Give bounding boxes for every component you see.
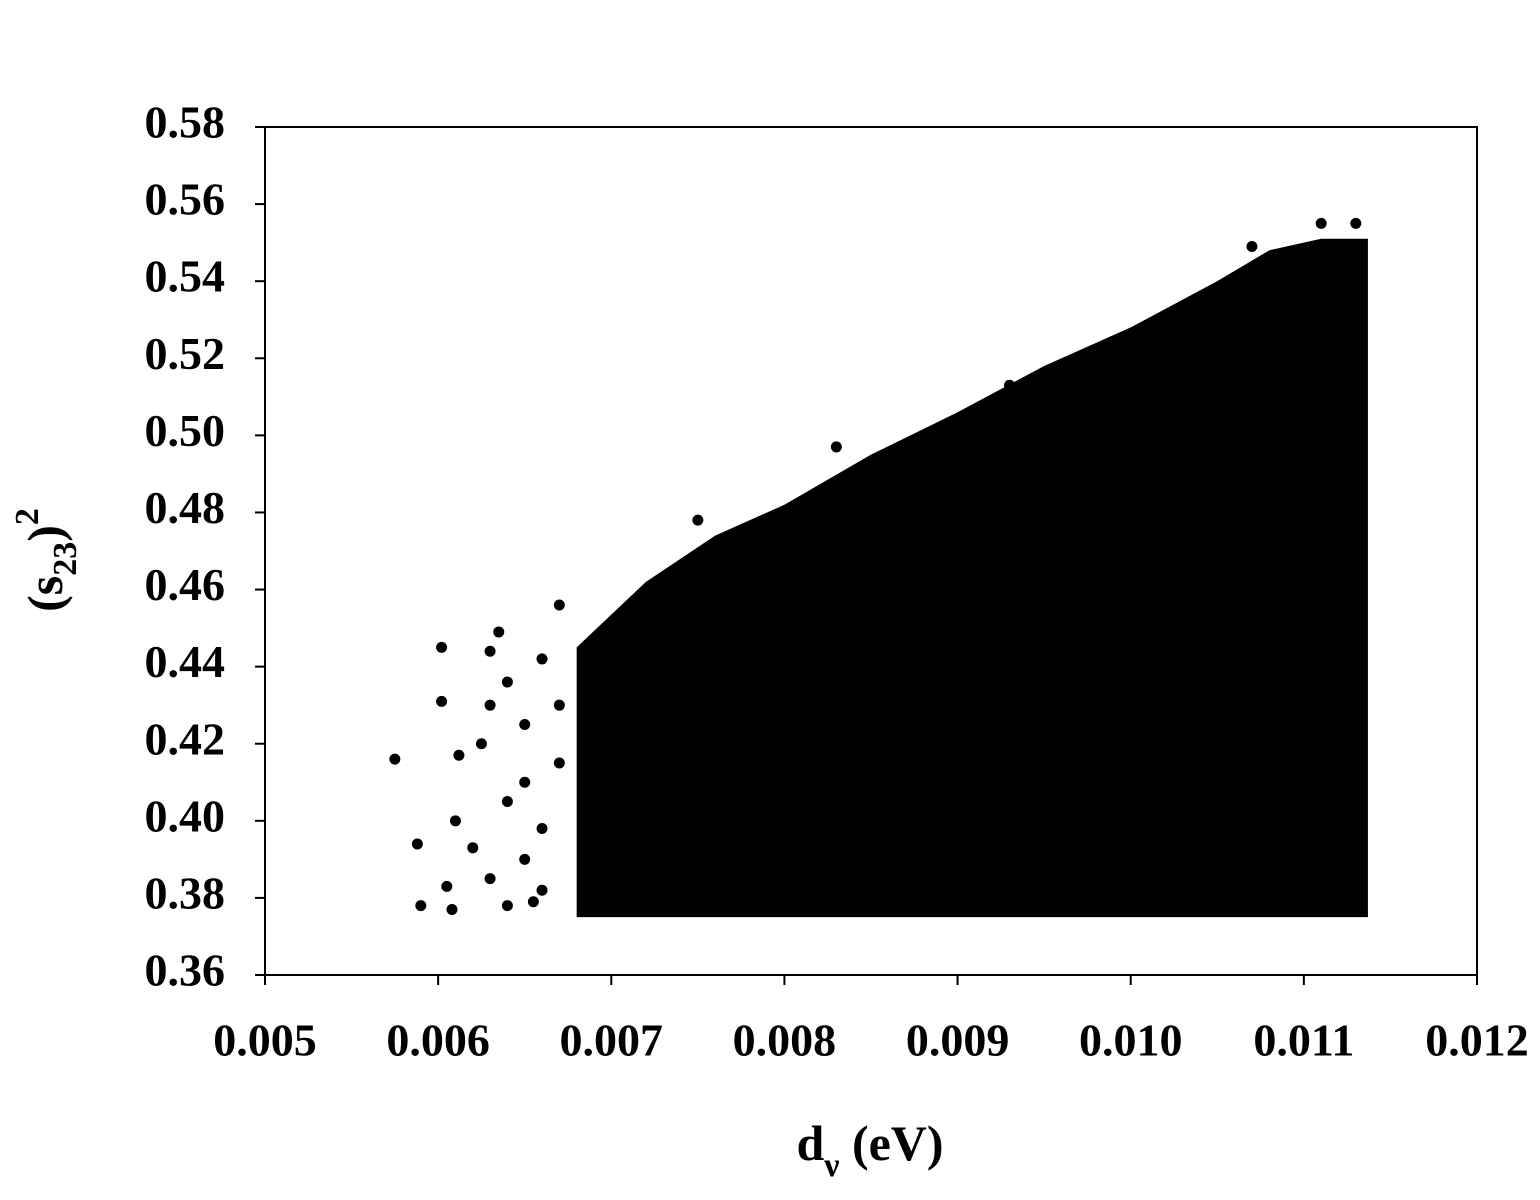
point [484, 873, 496, 885]
y-label-sub: 23 [47, 542, 84, 576]
point [475, 738, 487, 750]
x-tick-label: 0.005 [213, 1015, 317, 1066]
point [501, 796, 513, 808]
point [536, 884, 548, 896]
point [467, 842, 479, 854]
y-label-sup: 2 [9, 508, 46, 525]
point [415, 900, 427, 912]
point [519, 853, 531, 865]
x-tick-label: 0.008 [733, 1015, 837, 1066]
point [501, 676, 513, 688]
x-tick-label: 0.012 [1425, 1015, 1529, 1066]
y-tick-label: 0.40 [145, 790, 226, 841]
x-label-unit: (eV) [839, 1115, 943, 1171]
point [692, 514, 704, 526]
point [536, 653, 548, 665]
y-tick-label: 0.58 [145, 97, 226, 148]
point [1315, 217, 1327, 229]
point [553, 699, 565, 711]
point [389, 753, 401, 765]
point [536, 823, 548, 835]
point [411, 838, 423, 850]
y-label-main: (s [17, 576, 73, 612]
y-tick-label: 0.36 [145, 945, 226, 996]
y-tick-label: 0.48 [145, 482, 226, 533]
y-tick-label: 0.56 [145, 174, 226, 225]
point [527, 896, 539, 908]
y-axis-label: (s23)2 [9, 508, 84, 612]
y-tick-label: 0.46 [145, 559, 226, 610]
y-tick-label: 0.50 [145, 405, 226, 456]
point [446, 903, 458, 915]
x-tick-label: 0.011 [1253, 1015, 1354, 1066]
point [436, 641, 448, 653]
x-label-sub: ν [823, 1147, 839, 1184]
point [501, 900, 513, 912]
point [441, 880, 453, 892]
point [553, 599, 565, 611]
x-label-main: d [796, 1115, 824, 1171]
point [519, 776, 531, 788]
y-tick-label: 0.42 [145, 713, 226, 764]
y-tick-label: 0.52 [145, 328, 226, 379]
point [449, 815, 461, 827]
dense-region [576, 238, 1368, 918]
plot-frame [264, 126, 1478, 976]
point [1246, 240, 1258, 252]
x-axis-label: dν (eV) [796, 1115, 943, 1184]
point [493, 626, 505, 638]
point [519, 718, 531, 730]
point [484, 645, 496, 657]
x-tick-label: 0.009 [906, 1015, 1010, 1066]
point [453, 749, 465, 761]
point [1350, 217, 1362, 229]
y-tick-label: 0.54 [145, 251, 226, 302]
y-tick-label: 0.44 [145, 636, 226, 687]
x-tick-label: 0.007 [560, 1015, 664, 1066]
y-tick-label: 0.38 [145, 867, 226, 918]
point [553, 757, 565, 769]
point [436, 695, 448, 707]
x-tick-label: 0.010 [1079, 1015, 1183, 1066]
point [484, 699, 496, 711]
point [830, 441, 842, 453]
point [1004, 379, 1016, 391]
y-label-close: ) [17, 525, 73, 542]
x-tick-label: 0.006 [386, 1015, 490, 1066]
